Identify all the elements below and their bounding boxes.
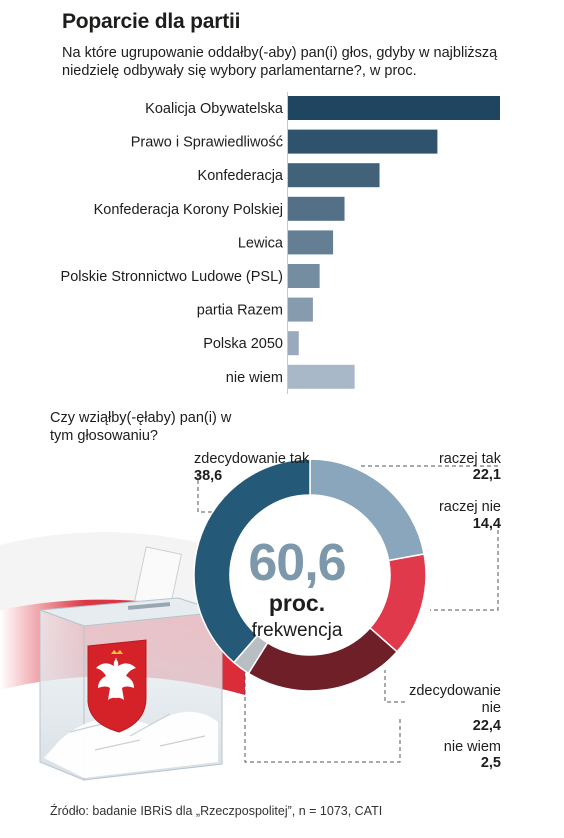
bar-konfederacja	[288, 163, 380, 188]
polish-eagle-emblem	[87, 639, 147, 733]
leader-line-raczej-nie	[430, 530, 499, 611]
bar-polska-2050	[288, 331, 299, 356]
bar-label-polska-2050: Polska 2050	[203, 336, 283, 352]
donut-slice-zdecydowanie-tak	[193, 458, 311, 664]
bar-label-konfederacja-korony-polskiej: Konfederacja Korony Polskiej	[94, 202, 283, 218]
source-note: Źródło: badanie IBRiS dla „Rzeczpospolit…	[50, 804, 383, 818]
label-zdecydowanie-nie: zdecydowanie nie	[409, 683, 501, 716]
value-zdecydowanie-nie: 22,4	[472, 718, 501, 734]
turnout-question: Czy wziąłby(-ęłaby) pan(i) w tym głosowa…	[50, 410, 232, 444]
leader-line-nie-wiem	[244, 660, 401, 763]
bar-koalicja-obywatelska	[288, 96, 500, 120]
value-raczej-nie: 14,4	[472, 516, 501, 532]
bar-label-polskie-stronnictwo-ludowe-psl: Polskie Stronnictwo Ludowe (PSL)	[61, 269, 283, 285]
bar-lewica	[288, 230, 334, 255]
label-raczej-nie: raczej nie	[438, 499, 501, 515]
bar-prawo-i-sprawiedliwosc	[288, 129, 438, 154]
label-raczej-tak: raczej tak	[438, 451, 501, 467]
page-title: Poparcie dla partii	[62, 10, 241, 33]
bar-label-lewica: Lewica	[238, 235, 284, 251]
ballot-box-illustration	[0, 532, 245, 781]
vote-question: Na które ugrupowanie oddałby(-aby) pan(i…	[62, 45, 498, 79]
turnout-caption: frekwencja	[251, 620, 343, 641]
label-nie-wiem: nie wiem	[443, 739, 501, 755]
bar-label-partia-razem: partia Razem	[197, 303, 283, 319]
bar-partia-razem	[288, 297, 313, 322]
bar-label-prawo-i-sprawiedliwosc: Prawo i Sprawiedliwość	[131, 135, 283, 151]
value-zdecydowanie-tak: 38,6	[194, 468, 223, 484]
donut-center	[231, 496, 389, 654]
value-raczej-tak: 22,1	[472, 467, 501, 483]
bar-label-nie-wiem: nie wiem	[226, 370, 283, 386]
turnout-unit: proc.	[268, 590, 326, 616]
bar-label-konfederacja: Konfederacja	[198, 168, 284, 184]
value-nie-wiem: 2,5	[480, 755, 501, 771]
bar-nie-wiem	[288, 364, 355, 389]
party-support-bar-chart: Koalicja Obywatelska Prawo i Sprawiedliwo…	[61, 92, 500, 394]
bar-polskie-stronnictwo-ludowe-psl	[288, 264, 320, 288]
leader-line-zdecydowanie-tak	[197, 473, 215, 513]
bar-konfederacja-korony-polskiej	[288, 196, 345, 221]
label-zdecydowanie-tak: zdecydowanie tak	[194, 451, 310, 467]
turnout-value: 60,6	[248, 534, 346, 592]
bar-label-koalicja-obywatelska: Koalicja Obywatelska	[145, 101, 284, 117]
